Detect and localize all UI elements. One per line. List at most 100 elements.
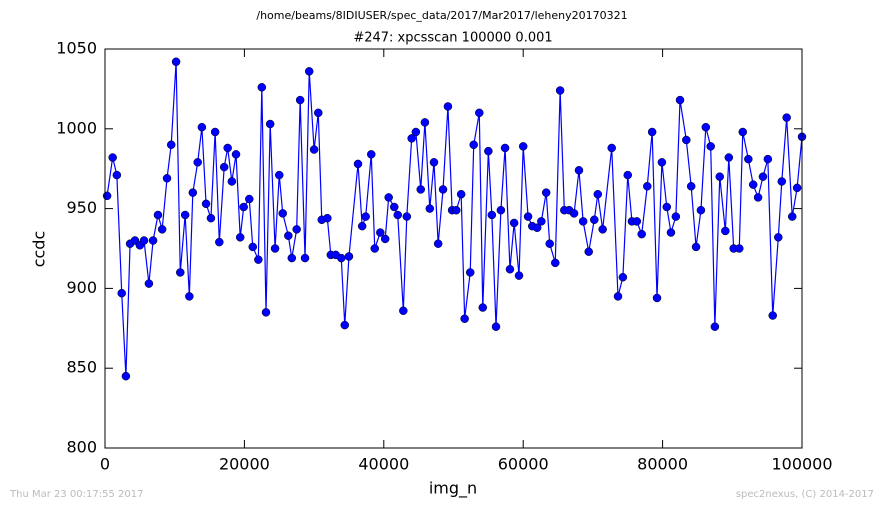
data-point (518, 142, 528, 151)
y-tick-label: 900 (66, 278, 97, 297)
data-point (176, 268, 185, 277)
data-point (623, 170, 632, 180)
data-point (239, 202, 248, 212)
data-point (309, 145, 319, 154)
data-point (478, 303, 488, 312)
data-point (380, 234, 390, 244)
data-point (425, 204, 435, 213)
x-tick-label: 40000 (358, 455, 409, 474)
data-point (393, 210, 402, 220)
data-point (735, 244, 744, 253)
data-point (475, 108, 484, 118)
data-point (384, 193, 393, 202)
footer-right: spec2nexus, (C) 2014-2017 (736, 489, 874, 500)
data-point (357, 221, 367, 231)
data-point (696, 205, 706, 215)
data-point (376, 228, 385, 237)
data-point (407, 134, 416, 143)
x-tick-label: 100000 (771, 455, 832, 474)
data-point (505, 264, 515, 274)
data-point (287, 253, 297, 263)
data-point (265, 119, 275, 129)
data-point (643, 182, 652, 191)
data-point (121, 371, 131, 381)
data-point (782, 113, 791, 122)
data-point (456, 189, 466, 199)
data-point (201, 199, 211, 209)
data-point (590, 215, 599, 225)
data-point (278, 209, 287, 218)
data-point (139, 236, 149, 245)
data-point (353, 159, 363, 169)
data-point (361, 212, 370, 221)
data-point (227, 177, 237, 186)
data-point (569, 209, 579, 218)
data-point (399, 306, 408, 315)
data-point (185, 292, 194, 301)
data-point (367, 150, 376, 159)
data-point (686, 182, 696, 191)
data-point (295, 95, 305, 105)
data-point (537, 217, 546, 226)
y-tick-label: 1000 (56, 118, 97, 137)
data-point (509, 218, 519, 228)
data-point (340, 320, 350, 330)
data-point (607, 143, 616, 153)
data-point (443, 102, 453, 111)
data-point (715, 172, 725, 181)
data-point (420, 118, 430, 127)
data-point (666, 228, 676, 237)
y-tick-label: 850 (66, 358, 97, 377)
data-point (532, 223, 542, 233)
plot-frame (104, 48, 803, 449)
data-point (618, 272, 628, 282)
data-point (344, 252, 354, 261)
data-point (171, 57, 181, 67)
data-point (300, 253, 310, 263)
data-point (496, 205, 506, 215)
data-point (657, 158, 667, 167)
data-point (292, 225, 301, 234)
data-point (738, 127, 748, 137)
data-point (270, 244, 280, 253)
data-point (792, 183, 802, 193)
x-tick-label: 80000 (637, 455, 688, 474)
data-point (370, 244, 379, 253)
data-point (753, 193, 763, 202)
data-point (514, 271, 524, 280)
data-point (416, 185, 425, 194)
data-point (724, 153, 734, 162)
chart-title: #247: xpcsscan 100000 0.001 (353, 31, 552, 46)
data-point (257, 83, 267, 92)
data-point (206, 213, 216, 223)
data-point (748, 180, 758, 189)
data-point (523, 212, 533, 221)
data-point (193, 158, 202, 167)
data-point (545, 239, 554, 248)
data-point (555, 86, 565, 95)
data-point (500, 143, 510, 153)
data-point (593, 189, 603, 199)
data-point (254, 255, 263, 264)
data-point (153, 210, 163, 220)
data-point (411, 127, 421, 137)
suptitle: /home/beams/8IDIUSER/spec_data/2017/Mar2… (256, 9, 627, 22)
data-point (433, 239, 443, 248)
data-point (390, 202, 399, 212)
x-tick-label: 20000 (219, 455, 270, 474)
y-axis-label: ccdc (30, 231, 49, 268)
data-point (491, 322, 501, 331)
data-point (284, 231, 293, 240)
x-tick-label: 0 (100, 455, 110, 474)
data-point (758, 172, 768, 181)
data-point (231, 150, 241, 159)
data-point (721, 226, 730, 236)
data-point (675, 95, 685, 105)
data-point (162, 174, 172, 183)
data-point (180, 210, 190, 220)
data-point (197, 122, 207, 132)
x-axis-label: img_n (429, 479, 477, 499)
x-tick-label: 60000 (498, 455, 549, 474)
data-point (637, 229, 646, 239)
